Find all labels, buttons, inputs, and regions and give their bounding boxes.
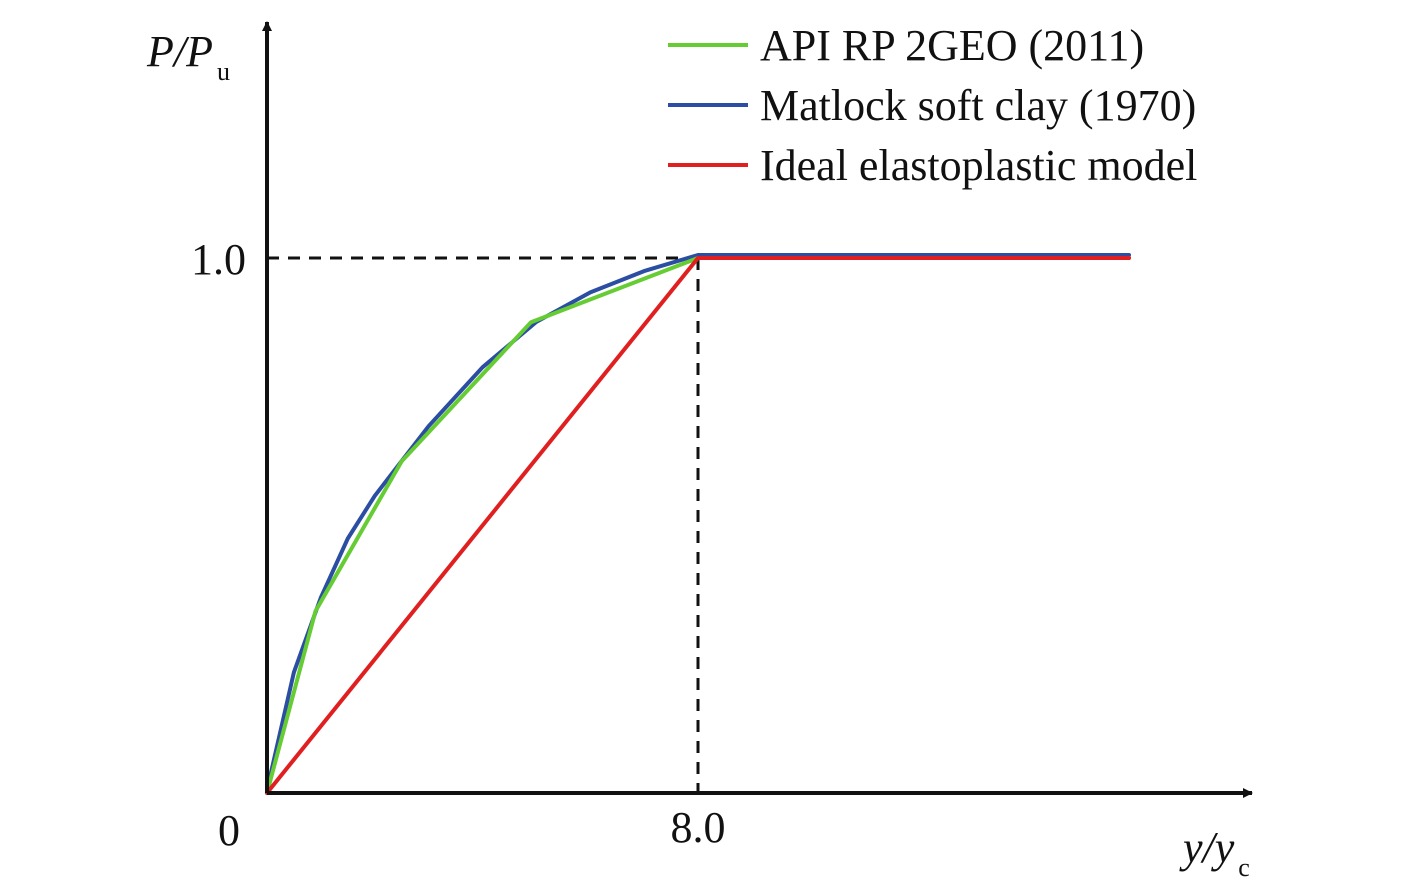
y-tick-label: 1.0 bbox=[191, 235, 246, 284]
x-axis-label-subscript: c bbox=[1238, 853, 1250, 882]
legend-label-1: Matlock soft clay (1970) bbox=[760, 81, 1196, 130]
x-tick-label: 8.0 bbox=[671, 803, 726, 852]
y-axis-label-main: P/P bbox=[146, 27, 213, 76]
series-line-2 bbox=[265, 256, 1131, 795]
y-axis-label: P/P u bbox=[146, 27, 230, 86]
series-layer bbox=[265, 253, 1131, 795]
plot-area bbox=[262, 21, 1253, 798]
origin-tick-label: 0 bbox=[218, 806, 240, 855]
legend-label-2: Ideal elastoplastic model bbox=[760, 141, 1197, 190]
y-axis-label-subscript: u bbox=[217, 57, 230, 86]
x-axis-label-main: y/y bbox=[1179, 823, 1235, 872]
legend: API RP 2GEO (2011) Matlock soft clay (197… bbox=[668, 21, 1197, 190]
series-line-0 bbox=[265, 256, 1131, 795]
x-axis-label: y/y c bbox=[1179, 823, 1250, 882]
legend-label-0: API RP 2GEO (2011) bbox=[760, 21, 1144, 70]
